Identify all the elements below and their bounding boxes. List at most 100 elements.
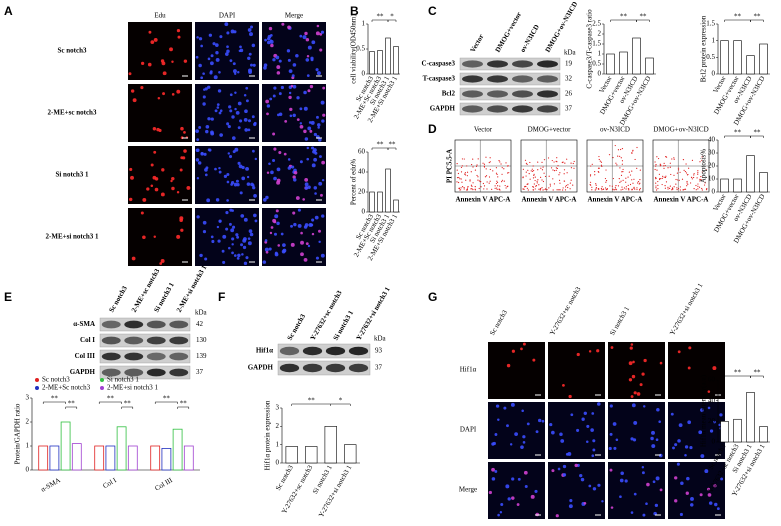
event [497, 185, 499, 187]
nucleus [295, 196, 300, 200]
micrograph [128, 84, 192, 142]
event [539, 189, 541, 191]
nucleus [630, 511, 634, 514]
event [558, 179, 561, 182]
blot-band [146, 336, 166, 345]
nucleus [588, 484, 592, 488]
significance-label: ** [754, 369, 762, 377]
event [697, 188, 699, 190]
bar [60, 421, 71, 471]
event [676, 187, 678, 189]
nucleus [196, 148, 200, 152]
nucleus [236, 256, 240, 260]
event [489, 180, 491, 182]
nucleus [253, 194, 257, 198]
micrograph [262, 146, 326, 204]
nucleus [247, 237, 251, 241]
significance-label: ** [754, 13, 762, 21]
event [673, 174, 675, 176]
event [589, 174, 592, 176]
nucleus [316, 71, 321, 76]
nucleus [581, 417, 585, 421]
event [533, 173, 535, 175]
nucleus [305, 37, 310, 42]
blot-band [487, 75, 508, 83]
nucleus [209, 70, 213, 74]
nucleus [652, 480, 656, 484]
y-tick-label: 30 [708, 149, 716, 157]
event [597, 188, 599, 190]
nucleus [579, 474, 583, 478]
nucleus [680, 481, 684, 486]
nucleus [511, 349, 515, 353]
event [598, 171, 600, 173]
nucleus [656, 407, 660, 412]
event [684, 170, 687, 173]
event [463, 188, 465, 190]
event [458, 187, 460, 190]
nucleus [216, 225, 220, 229]
nucleus [147, 62, 152, 67]
nucleus [306, 157, 310, 161]
event [538, 188, 540, 190]
nucleus [641, 471, 645, 475]
blot-band [302, 346, 323, 356]
kda-header: kDa [195, 309, 208, 317]
nucleus [629, 346, 633, 350]
event [612, 156, 614, 159]
event [496, 173, 498, 176]
event [615, 162, 617, 164]
nucleus [615, 438, 619, 442]
nucleus [243, 261, 248, 266]
event [467, 186, 469, 188]
nucleus [522, 435, 526, 439]
event [555, 167, 557, 169]
nucleus [303, 258, 308, 262]
event [488, 161, 490, 164]
band-kda: 26 [565, 90, 573, 98]
flow-x-label: Annexin V APC-A [588, 196, 643, 204]
event [622, 188, 624, 190]
nucleus [251, 184, 255, 187]
nucleus [263, 66, 267, 70]
event [615, 184, 617, 187]
event [600, 164, 603, 166]
event [494, 187, 496, 189]
nucleus [268, 26, 273, 31]
nucleus [299, 160, 303, 164]
event [663, 176, 665, 178]
nucleus [314, 192, 317, 195]
nucleus [610, 506, 614, 509]
event [566, 158, 568, 160]
nucleus [171, 93, 175, 96]
y-tick-label: 20 [708, 417, 716, 425]
event [595, 188, 597, 190]
blot-band [537, 60, 558, 68]
nucleus [535, 430, 539, 434]
nucleus [311, 163, 316, 168]
nucleus [287, 25, 291, 30]
event [597, 167, 600, 169]
nucleus [288, 95, 292, 100]
band-kda: 19 [565, 60, 573, 68]
blot-band [487, 60, 508, 68]
event [525, 175, 527, 177]
nucleus [223, 174, 228, 178]
blot-band [302, 363, 323, 373]
band-label: GAPDH [430, 105, 456, 113]
nucleus [252, 186, 256, 190]
event [701, 189, 703, 191]
nucleus [272, 218, 277, 223]
nucleus [196, 138, 200, 142]
nucleus [207, 117, 211, 121]
nucleus [689, 445, 693, 450]
blot-band [537, 75, 558, 83]
significance-bracket [98, 401, 122, 404]
nucleus [522, 342, 526, 346]
event [699, 178, 701, 180]
nucleus [231, 136, 236, 140]
nucleus [316, 24, 320, 28]
nucleus [287, 158, 291, 161]
event [540, 176, 542, 178]
nucleus [685, 491, 689, 495]
